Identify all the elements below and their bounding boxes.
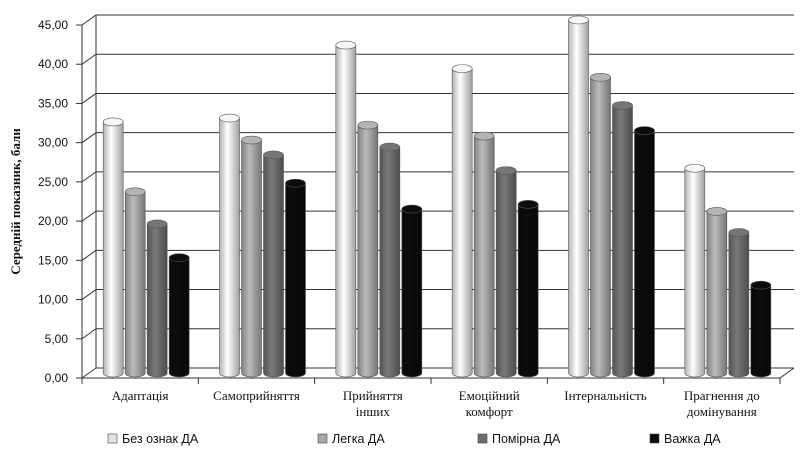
bar xyxy=(706,207,728,378)
gridline-diag xyxy=(81,14,97,26)
bar xyxy=(241,135,262,378)
bar xyxy=(146,219,168,378)
labels: 0,00 5,00 10,00 15,00 20,00 25,00 30,00 35,00 40… xyxy=(8,18,760,419)
gridline-diag xyxy=(81,210,97,222)
x-tick-label: Інтернальність xyxy=(564,388,647,403)
axes xyxy=(76,15,795,384)
legend-label: Без ознак ДА xyxy=(122,432,199,446)
y-tick-label: 35,00 xyxy=(38,96,68,110)
y-tick-label: 20,00 xyxy=(38,214,68,228)
bar xyxy=(728,228,750,378)
bar xyxy=(590,72,611,378)
y-tick-label: 30,00 xyxy=(38,136,68,150)
legend-label: Легка ДА xyxy=(332,432,385,446)
y-tick-label: 10,00 xyxy=(38,293,68,307)
gridline-diag xyxy=(81,132,97,144)
y-tick-label: 5,00 xyxy=(45,332,69,346)
bar xyxy=(219,113,240,378)
gridline-diag xyxy=(81,93,97,104)
gridline-diag xyxy=(81,53,97,65)
bars xyxy=(102,15,772,378)
legend-swatch xyxy=(317,433,328,444)
legend-item: Без ознак ДА xyxy=(107,432,199,446)
bar xyxy=(568,15,589,378)
bar xyxy=(285,178,306,378)
bar xyxy=(357,120,379,378)
y-tick-label: 25,00 xyxy=(38,175,68,189)
bar xyxy=(473,131,495,378)
bar xyxy=(401,204,423,378)
y-tick-label: 40,00 xyxy=(38,57,68,71)
legend-swatch xyxy=(649,433,660,444)
bar xyxy=(335,40,357,378)
legend: Без ознак ДА Легка ДА Помірна ДА Важка ДА xyxy=(107,432,721,446)
y-axis-title: Середній показник, бали xyxy=(8,128,23,275)
gridline-diag xyxy=(81,367,97,379)
bar xyxy=(124,187,146,378)
bar xyxy=(102,117,124,378)
bar xyxy=(495,166,517,378)
legend-item: Важка ДА xyxy=(649,432,721,446)
bar xyxy=(263,150,284,378)
y-tick-label: 15,00 xyxy=(38,253,68,267)
x-tick-label: Емоційний комфорт xyxy=(459,388,520,419)
x-tick-label: Самоприйняття xyxy=(213,388,300,403)
legend-item: Помірна ДА xyxy=(477,432,561,446)
y-tick-label: 0,00 xyxy=(45,371,69,385)
gridline-diag xyxy=(81,171,97,183)
y-tick-label: 45,00 xyxy=(38,18,68,32)
bar xyxy=(634,126,655,378)
bar xyxy=(168,253,190,378)
legend-label: Помірна ДА xyxy=(492,432,561,446)
bar xyxy=(379,142,401,378)
gridline-diag xyxy=(81,328,97,340)
legend-item: Легка ДА xyxy=(317,432,385,446)
bar xyxy=(684,163,706,378)
legend-swatch xyxy=(107,433,118,444)
bar xyxy=(451,64,473,378)
x-tick-label: Прийняття інших xyxy=(343,388,403,419)
legend-label: Важка ДА xyxy=(664,432,721,446)
x-tick-label: Адаптація xyxy=(112,388,169,403)
gridlines xyxy=(81,14,794,379)
x-tick-label: Прагнення до домінування xyxy=(684,388,760,419)
bar xyxy=(750,280,772,378)
legend-swatch xyxy=(477,433,488,444)
gridline-diag xyxy=(81,249,97,261)
gridline-diag xyxy=(81,289,97,300)
bar xyxy=(612,101,633,378)
bar xyxy=(517,200,539,378)
